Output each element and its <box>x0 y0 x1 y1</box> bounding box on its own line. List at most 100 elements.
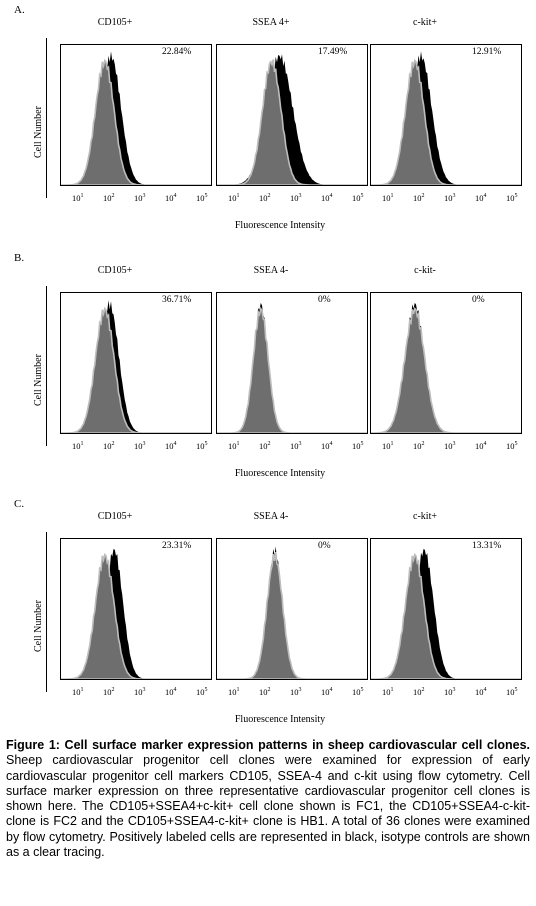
tick-base: 10 <box>352 193 361 203</box>
tick-exponent: 5 <box>204 193 208 199</box>
tick-base: 10 <box>321 441 330 451</box>
isotype-histogram <box>217 306 367 433</box>
positive-histogram <box>371 51 521 185</box>
tick-exponent: 1 <box>390 687 394 693</box>
x-tick-label: 101 <box>72 687 84 697</box>
tick-exponent: 1 <box>80 193 84 199</box>
tick-exponent: 4 <box>173 441 177 447</box>
x-tick-label: 105 <box>506 441 518 451</box>
tick-base: 10 <box>228 441 237 451</box>
histogram-svg <box>371 302 521 433</box>
x-tick-label: 101 <box>228 441 240 451</box>
x-tick-label: 105 <box>506 687 518 697</box>
x-tick-label: 104 <box>475 687 487 697</box>
tick-base: 10 <box>165 687 174 697</box>
positive-histogram <box>217 546 367 679</box>
tick-exponent: 3 <box>298 193 302 199</box>
percent-positive: 17.49% <box>318 47 348 57</box>
tick-base: 10 <box>444 687 453 697</box>
tick-base: 10 <box>103 441 112 451</box>
isotype-histogram <box>371 58 521 185</box>
figure-caption: Figure 1: Cell surface marker expression… <box>6 738 530 860</box>
tick-exponent: 1 <box>80 687 84 693</box>
marker-label: CD105+ <box>97 511 133 522</box>
tick-base: 10 <box>72 441 81 451</box>
tick-base: 10 <box>475 441 484 451</box>
x-tick-label: 105 <box>352 193 364 203</box>
flow-cytometry-figure: A. Cell Number Fluorescence Intensity CD105… <box>14 4 522 725</box>
x-tick-label: 103 <box>290 193 302 203</box>
tick-base: 10 <box>321 687 330 697</box>
tick-base: 10 <box>413 441 422 451</box>
tick-base: 10 <box>165 441 174 451</box>
isotype-histogram <box>61 58 211 185</box>
tick-base: 10 <box>382 687 391 697</box>
panel-letter: C. <box>14 498 25 510</box>
x-axis-label: Fluorescence Intensity <box>234 220 326 231</box>
positive-histogram <box>371 302 521 433</box>
tick-exponent: 1 <box>390 441 394 447</box>
percent-positive: 36.71% <box>162 295 192 305</box>
x-tick-label: 105 <box>196 687 208 697</box>
tick-exponent: 3 <box>298 687 302 693</box>
histogram-svg <box>61 300 211 433</box>
percent-positive: 23.31% <box>162 541 192 551</box>
x-tick-label: 101 <box>228 687 240 697</box>
x-tick-label: 101 <box>382 687 394 697</box>
tick-base: 10 <box>290 193 299 203</box>
tick-exponent: 4 <box>483 441 487 447</box>
y-axis-line <box>46 38 47 198</box>
x-tick-label: 104 <box>165 193 177 203</box>
tick-base: 10 <box>506 193 515 203</box>
x-tick-label: 103 <box>290 687 302 697</box>
x-tick-label: 103 <box>134 441 146 451</box>
tick-exponent: 5 <box>514 687 518 693</box>
x-tick-label: 102 <box>259 441 271 451</box>
marker-label: c-kit- <box>414 265 436 276</box>
histogram-plot <box>216 538 368 680</box>
tick-exponent: 1 <box>236 687 240 693</box>
x-axis-label: Fluorescence Intensity <box>234 714 326 725</box>
tick-exponent: 3 <box>452 441 456 447</box>
histogram-svg <box>61 549 211 679</box>
tick-exponent: 2 <box>421 193 425 199</box>
tick-exponent: 2 <box>111 441 115 447</box>
histogram-svg <box>61 51 211 185</box>
tick-exponent: 5 <box>514 193 518 199</box>
isotype-histogram <box>371 307 521 433</box>
x-tick-label: 104 <box>321 441 333 451</box>
positive-histogram <box>371 549 521 679</box>
tick-exponent: 3 <box>142 441 146 447</box>
histogram-plot <box>370 292 522 434</box>
caption-body: Sheep cardiovascular progenitor cell clo… <box>6 753 530 860</box>
tick-base: 10 <box>321 193 330 203</box>
x-tick-label: 103 <box>134 193 146 203</box>
tick-exponent: 4 <box>173 193 177 199</box>
histogram-plot <box>370 538 522 680</box>
histogram-svg <box>217 302 367 433</box>
percent-positive: 22.84% <box>162 47 192 57</box>
tick-base: 10 <box>506 441 515 451</box>
tick-exponent: 3 <box>142 687 146 693</box>
tick-base: 10 <box>352 441 361 451</box>
y-axis-line <box>46 286 47 446</box>
x-tick-label: 104 <box>321 687 333 697</box>
positive-histogram <box>61 51 211 185</box>
y-axis-label: Cell Number <box>33 354 44 406</box>
tick-base: 10 <box>103 193 112 203</box>
histogram-svg <box>217 54 367 185</box>
histogram-svg <box>371 51 521 185</box>
tick-base: 10 <box>134 687 143 697</box>
tick-base: 10 <box>444 441 453 451</box>
positive-histogram <box>217 302 367 433</box>
tick-exponent: 5 <box>204 687 208 693</box>
x-tick-label: 104 <box>321 193 333 203</box>
marker-label: c-kit+ <box>413 17 437 28</box>
x-tick-label: 101 <box>72 193 84 203</box>
panel-letter: A. <box>14 4 25 16</box>
x-tick-label: 102 <box>259 193 271 203</box>
x-axis-label: Fluorescence Intensity <box>234 468 326 479</box>
tick-exponent: 2 <box>111 193 115 199</box>
x-tick-label: 103 <box>444 193 456 203</box>
x-tick-label: 102 <box>103 687 115 697</box>
